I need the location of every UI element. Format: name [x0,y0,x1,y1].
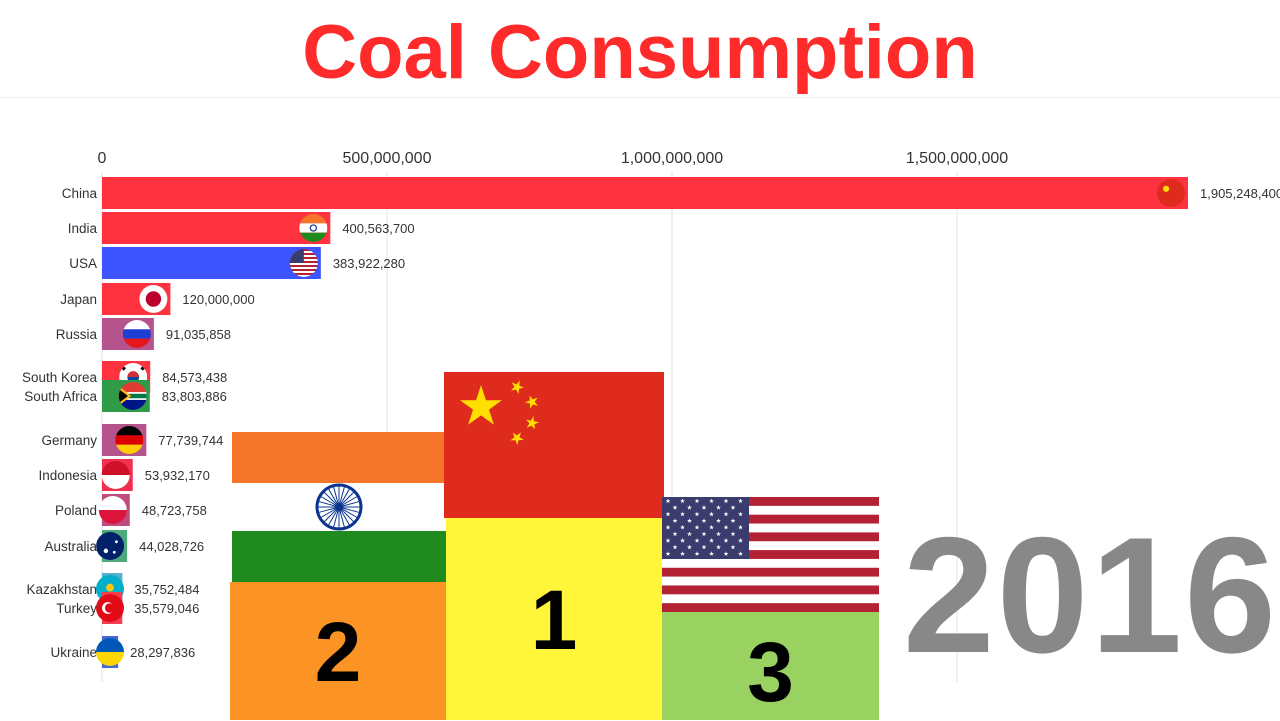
year-label: 2016 [902,503,1278,687]
poland-flag-icon [98,496,127,524]
indonesia-flag-icon [101,461,130,489]
podium-flag-india [232,432,446,582]
value-label: 48,723,758 [142,503,207,518]
category-label: India [68,221,98,236]
bar-poland: Poland 48,723,758 [55,494,207,526]
x-axis: 0 500,000,000 1,000,000,000 1,500,000,000 [98,150,1009,167]
podium-block-2 [230,582,446,720]
ashoka-chakra-icon [315,483,363,531]
usa-stripes [662,497,879,612]
bar-germany: Germany 77,739,744 [41,424,223,456]
podium-flag-usa [662,497,879,612]
russia-flag-icon [122,320,151,348]
ukraine-flag-icon [96,638,124,666]
podium [230,372,879,720]
bar-australia: Australia 44,028,726 [44,530,204,562]
category-label: Kazakhstan [26,582,97,597]
value-label: 120,000,000 [182,292,254,307]
india-flag-icon [299,214,328,242]
category-label: Germany [41,433,97,448]
value-label: 77,739,744 [158,433,223,448]
x-tick-label: 1,000,000,000 [621,150,723,167]
bar-japan: Japan 120,000,000 [60,283,255,315]
category-label: Indonesia [38,468,97,483]
bar-indonesia: Indonesia 53,932,170 [38,459,210,491]
value-label: 44,028,726 [139,539,204,554]
x-tick-label: 0 [98,150,107,167]
value-label: 84,573,438 [162,370,227,385]
germany-flag-icon [115,426,144,454]
value-label: 35,579,046 [134,601,199,616]
chakra-spokes [318,486,360,528]
podium-rank-1: 1 [530,573,578,667]
x-tick-label: 500,000,000 [343,150,432,167]
bar [102,212,331,244]
title-divider [0,97,1280,98]
bar-turkey: Turkey 35,579,046 [56,592,199,624]
bar [102,247,321,279]
category-label: Japan [60,292,97,307]
x-tick-label: 1,500,000,000 [906,150,1008,167]
australia-flag-icon [96,532,125,560]
value-label: 83,803,886 [162,389,227,404]
bar-india: India 400,563,700 [68,212,415,244]
value-label: 35,752,484 [134,582,199,597]
category-label: China [62,186,98,201]
category-label: Russia [56,327,98,342]
bar-ukraine: Ukraine 28,297,836 [50,636,195,668]
category-label: USA [69,256,97,271]
category-label: South Korea [22,370,98,385]
value-label: 383,922,280 [333,256,405,271]
value-label: 53,932,170 [145,468,210,483]
podium-block-3 [662,612,879,720]
podium-rank-2: 2 [314,605,362,699]
value-label: 400,563,700 [342,221,414,236]
podium-flag-china [444,372,664,518]
china-flag-icon [1157,179,1185,207]
value-label: 1,905,248,400 [1200,186,1280,201]
usa-flag-icon [289,249,318,277]
chart-title: Coal Consumption [302,10,978,95]
bar-usa: USA 383,922,280 [69,247,405,279]
category-label: Ukraine [50,645,97,660]
bars: China 1,905,248,400 India 400,563,700 USA 383… [22,177,1280,668]
usa-stars-icon [665,498,743,556]
podium-block-1 [446,518,662,720]
bar-south-africa: South Africa 83,803,886 [24,380,227,412]
value-label: 91,035,858 [166,327,231,342]
category-label: Australia [44,539,97,554]
bar-russia: Russia 91,035,858 [56,318,231,350]
value-label: 28,297,836 [130,645,195,660]
category-label: South Africa [24,389,97,404]
turkey-flag-icon [96,594,124,622]
category-label: Poland [55,503,97,518]
japan-flag-icon [139,285,168,313]
category-label: Turkey [56,601,97,616]
china-stars-icon [460,380,539,445]
south-africa-flag-icon [118,382,147,410]
bar-china: China 1,905,248,400 [62,177,1280,209]
bar [102,177,1188,209]
podium-rank-3: 3 [747,625,794,719]
